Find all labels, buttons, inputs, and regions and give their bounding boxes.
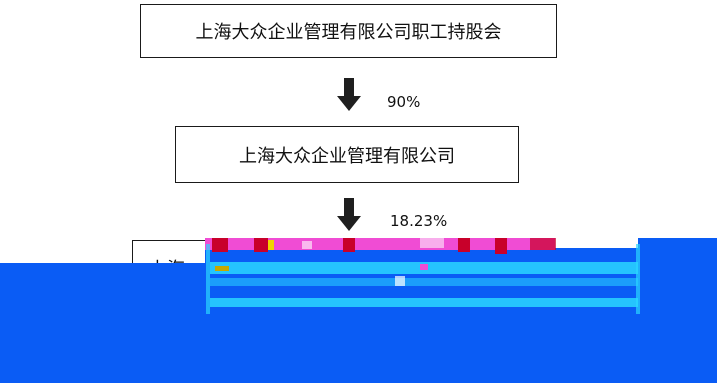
node-label: 上海大众企业管理有限公司职工持股会 — [195, 22, 502, 43]
down-arrow-icon — [337, 198, 361, 231]
edge-label-percentage: 90% — [387, 93, 421, 111]
shareholder-node-employee-association: 上海大众企业管理有限公司职工持股会 — [140, 4, 557, 58]
edge-label-percentage: 18.23% — [390, 212, 448, 230]
node-label: 上海大众企业管理有限公司 — [239, 145, 455, 167]
down-arrow-icon — [337, 78, 361, 111]
node-label: 上海 — [149, 259, 185, 280]
shareholder-node-enterprise-management: 上海大众企业管理有限公司 — [175, 126, 519, 183]
shareholder-node-truncated: 上海 — [132, 240, 212, 280]
